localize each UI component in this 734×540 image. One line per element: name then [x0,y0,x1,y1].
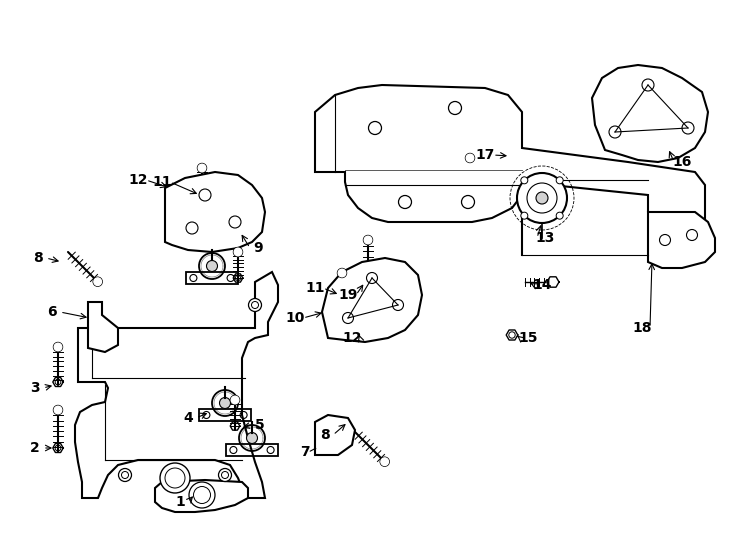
Circle shape [249,299,261,312]
Polygon shape [592,65,708,162]
Circle shape [660,234,670,246]
Bar [226,444,277,456]
Circle shape [556,212,563,219]
Circle shape [219,469,231,482]
Circle shape [642,79,654,91]
Circle shape [466,154,474,162]
Text: 8: 8 [320,428,330,442]
Text: 4: 4 [183,411,193,425]
Circle shape [160,463,190,493]
Text: 12: 12 [128,173,148,187]
Circle shape [54,406,62,415]
Polygon shape [322,258,422,342]
Text: 11: 11 [305,281,324,295]
Circle shape [189,482,215,508]
Circle shape [93,277,102,286]
Circle shape [343,313,354,323]
Circle shape [94,278,101,286]
Circle shape [363,235,372,245]
Circle shape [54,342,62,352]
Circle shape [197,164,206,172]
Polygon shape [165,172,265,252]
Text: 11: 11 [152,175,172,189]
Text: 8: 8 [33,251,43,265]
Circle shape [247,433,258,443]
Circle shape [368,122,382,134]
Circle shape [465,153,474,163]
Circle shape [54,343,62,351]
Circle shape [186,222,198,234]
Circle shape [338,269,346,277]
Circle shape [54,406,62,414]
Polygon shape [547,277,559,287]
Circle shape [556,177,563,184]
Circle shape [448,102,462,114]
Polygon shape [315,415,355,455]
Circle shape [381,458,388,465]
Circle shape [338,268,346,278]
Circle shape [364,236,372,244]
Circle shape [118,469,131,482]
Circle shape [393,300,404,310]
Bar [186,272,238,284]
Text: 17: 17 [476,148,495,162]
Text: 18: 18 [632,321,652,335]
Text: 3: 3 [30,381,40,395]
Text: 9: 9 [253,241,263,255]
Text: 12: 12 [342,331,362,345]
Circle shape [380,457,389,466]
Circle shape [521,212,528,219]
Circle shape [233,247,242,256]
Circle shape [682,122,694,134]
Circle shape [206,260,217,272]
Text: 14: 14 [532,278,552,292]
Polygon shape [88,302,118,352]
Circle shape [230,395,239,404]
Text: 15: 15 [518,331,538,345]
Text: 6: 6 [47,305,57,319]
Text: 10: 10 [286,311,305,325]
Circle shape [231,396,239,404]
Circle shape [198,164,206,172]
Circle shape [517,173,567,223]
Text: 1: 1 [175,495,185,509]
Circle shape [234,248,241,256]
Text: 19: 19 [338,288,357,302]
Polygon shape [648,212,715,268]
Circle shape [366,273,377,284]
Text: 2: 2 [30,441,40,455]
Circle shape [536,192,548,204]
Text: 7: 7 [300,445,310,459]
Circle shape [199,189,211,201]
Circle shape [462,195,474,208]
Circle shape [686,230,697,240]
Circle shape [229,216,241,228]
Bar [200,409,250,421]
Polygon shape [155,480,248,512]
Text: 5: 5 [255,418,265,432]
Polygon shape [315,85,705,238]
Polygon shape [75,272,278,498]
Circle shape [609,126,621,138]
Circle shape [399,195,412,208]
Text: 13: 13 [535,231,555,245]
Circle shape [521,177,528,184]
Text: 16: 16 [672,155,691,169]
Circle shape [219,397,230,408]
